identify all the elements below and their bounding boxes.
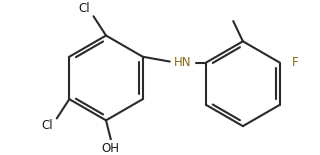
Text: Cl: Cl xyxy=(42,119,53,132)
Text: F: F xyxy=(292,56,299,69)
Text: Cl: Cl xyxy=(78,2,90,15)
Text: OH: OH xyxy=(102,142,120,155)
Text: HN: HN xyxy=(173,56,191,69)
